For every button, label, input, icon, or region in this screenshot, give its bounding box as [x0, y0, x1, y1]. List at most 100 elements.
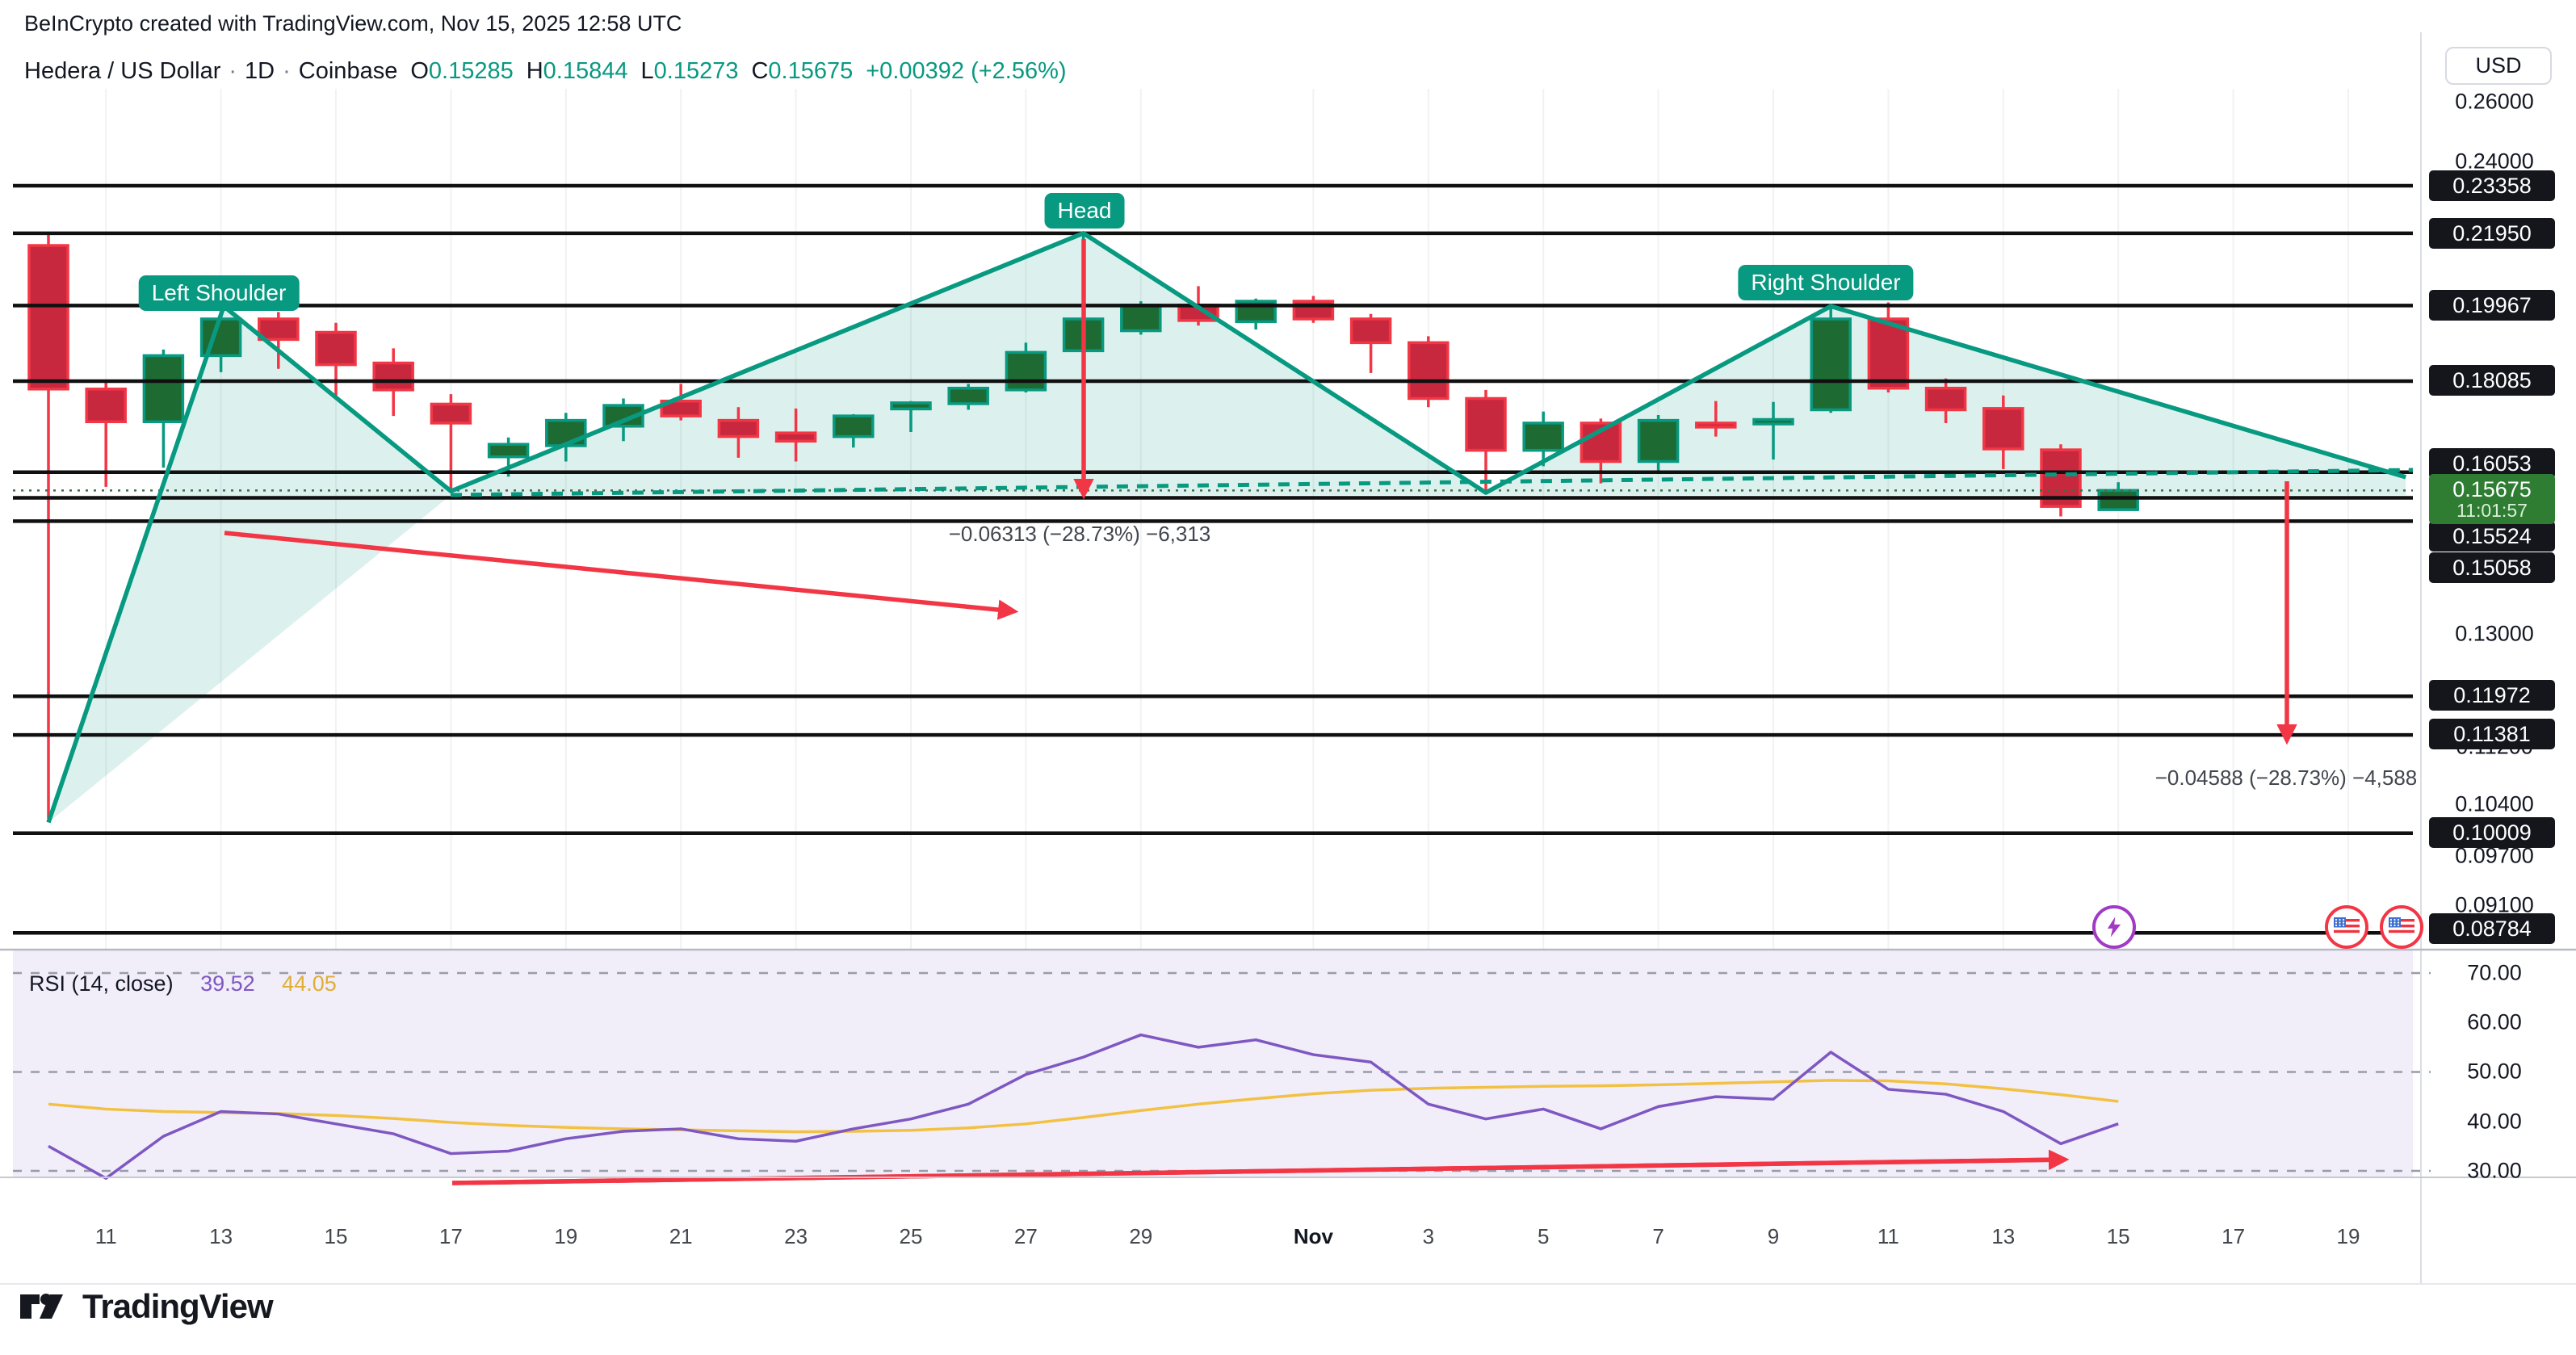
- ohlc-o: O0.15285: [410, 58, 514, 84]
- candle-body-down: [1695, 422, 1737, 429]
- price-level-badge: 0.21950: [2429, 218, 2555, 249]
- price-level-badge: 0.15058: [2429, 552, 2555, 583]
- price-level-badge: 0.15524: [2429, 521, 2555, 552]
- lightning-event-icon[interactable]: [2092, 905, 2136, 949]
- price-level-badge: 0.19967: [2429, 290, 2555, 321]
- candle-body-down: [258, 317, 300, 342]
- price-level-badge: 0.23358: [2429, 170, 2555, 201]
- candle-body-up: [487, 443, 530, 459]
- rsi-value: 39.52: [200, 971, 255, 996]
- date-label: 15: [2106, 1224, 2130, 1248]
- current-price-badge: 0.15675 11:01:57: [2429, 474, 2555, 524]
- candle-body-down: [1982, 407, 2024, 451]
- symbol-info-bar: Hedera / US Dollar · 1D · Coinbase O0.15285 H0…: [24, 58, 1067, 85]
- candle-body-up: [1522, 422, 1564, 452]
- candle-body-down: [27, 244, 69, 391]
- us-flag-icon: [2334, 917, 2360, 937]
- date-label: 15: [324, 1224, 348, 1248]
- current-price-value: 0.15675: [2452, 476, 2532, 501]
- symbol-interval: 1D: [245, 58, 275, 84]
- price-axis-tick: 0.13000: [2455, 621, 2534, 646]
- price-level-badge: 0.16053: [2429, 448, 2555, 479]
- rsi-label: RSI (14, close): [29, 971, 174, 996]
- price-axis-tick: 0.24000: [2455, 149, 2534, 174]
- price-axis-tick: 70.00: [2467, 960, 2522, 985]
- head-label[interactable]: Head: [1044, 193, 1125, 229]
- candle-body-down: [315, 330, 357, 367]
- date-label: 29: [1129, 1224, 1153, 1248]
- candle-body-down: [717, 418, 760, 438]
- candle-body-up: [1637, 418, 1680, 464]
- ohlc-l: L0.15273: [640, 58, 739, 84]
- candle-body-up: [142, 354, 185, 424]
- us-flag-icon: [2389, 917, 2414, 937]
- candle-body-up: [1005, 350, 1047, 392]
- price-level-badge: 0.10009: [2429, 817, 2555, 848]
- candle-body-up: [890, 401, 932, 411]
- rsi-ma-line: [48, 1079, 2119, 1134]
- symbol-name: Hedera / US Dollar: [24, 58, 221, 84]
- candle-body-down: [774, 431, 817, 443]
- price-level-badge: 0.08784: [2429, 913, 2555, 944]
- price-level-badge: 0.18085: [2429, 365, 2555, 396]
- date-label: 3: [1422, 1224, 1435, 1248]
- price-axis-tick: 50.00: [2467, 1059, 2522, 1084]
- rsi-ma-value: 44.05: [282, 971, 337, 996]
- candle-body-up: [947, 386, 989, 405]
- separator-dot: ·: [229, 58, 237, 84]
- candle-body-down: [1465, 396, 1507, 452]
- us-flag-event-icon[interactable]: [2380, 905, 2423, 949]
- ohlc-readout: O0.15285 H0.15844 L0.15273 C0.15675: [397, 58, 853, 84]
- price-axis-tick: 0.10400: [2455, 791, 2534, 816]
- date-label: 9: [1767, 1224, 1780, 1248]
- rsi-pane-background: [13, 950, 2413, 1177]
- left-shoulder-label[interactable]: Left Shoulder: [138, 275, 300, 311]
- tradingview-logo[interactable]: TradingView: [19, 1287, 274, 1326]
- trend-arrow-down-main[interactable]: [224, 531, 1019, 620]
- candle-body-down: [372, 361, 414, 392]
- price-level-badge: 0.11972: [2429, 680, 2555, 711]
- price-level-badge: 0.11381: [2429, 719, 2555, 749]
- separator-dot: ·: [283, 58, 291, 84]
- date-label: Nov: [1293, 1224, 1333, 1248]
- date-label: 21: [669, 1224, 693, 1248]
- rsi-line: [48, 1033, 2119, 1180]
- date-label: 25: [899, 1224, 923, 1248]
- date-label: 13: [1991, 1224, 2016, 1248]
- candle-body-up: [1120, 304, 1162, 333]
- neckline-dashed[interactable]: [450, 468, 2414, 497]
- candle-body-up: [2097, 489, 2139, 511]
- candle-body-up: [1810, 317, 1852, 412]
- rsi-trend-arrow-up[interactable]: [451, 1149, 2070, 1185]
- target-measure-text: −0.04588 (−28.73%) −4,588: [2154, 766, 2418, 790]
- currency-unit-button[interactable]: USD: [2445, 47, 2552, 85]
- candle-body-down: [1924, 386, 1967, 412]
- candle-body-down: [430, 402, 472, 425]
- attribution-title: BeInCrypto created with TradingView.com,…: [24, 11, 682, 36]
- candle-body-down: [85, 388, 127, 424]
- date-label: 13: [209, 1224, 233, 1248]
- price-axis-tick: 40.00: [2467, 1109, 2522, 1134]
- rsi-legend: RSI (14, close) 39.52 44.05: [29, 971, 337, 996]
- candle-body-down: [1349, 317, 1392, 345]
- bar-countdown: 11:01:57: [2456, 500, 2528, 522]
- right-shoulder-label[interactable]: Right Shoulder: [1738, 265, 1914, 300]
- date-label: 7: [1652, 1224, 1664, 1248]
- symbol-exchange: Coinbase: [298, 58, 398, 84]
- date-label: 17: [2221, 1224, 2246, 1248]
- date-label: 19: [554, 1224, 578, 1248]
- candle-body-down: [1867, 317, 1910, 390]
- price-axis-tick: 0.26000: [2455, 89, 2534, 114]
- tradingview-logo-icon: [20, 1294, 63, 1319]
- date-label: 5: [1537, 1224, 1550, 1248]
- date-label: 17: [438, 1224, 463, 1248]
- price-change: +0.00392 (+2.56%): [866, 58, 1067, 84]
- candle-body-down: [1408, 341, 1450, 401]
- date-label: 11: [94, 1224, 117, 1248]
- us-flag-event-icon[interactable]: [2325, 905, 2368, 949]
- ohlc-h: H0.15844: [526, 58, 628, 84]
- price-axis-tick: 30.00: [2467, 1158, 2522, 1183]
- candle-body-up: [833, 414, 875, 438]
